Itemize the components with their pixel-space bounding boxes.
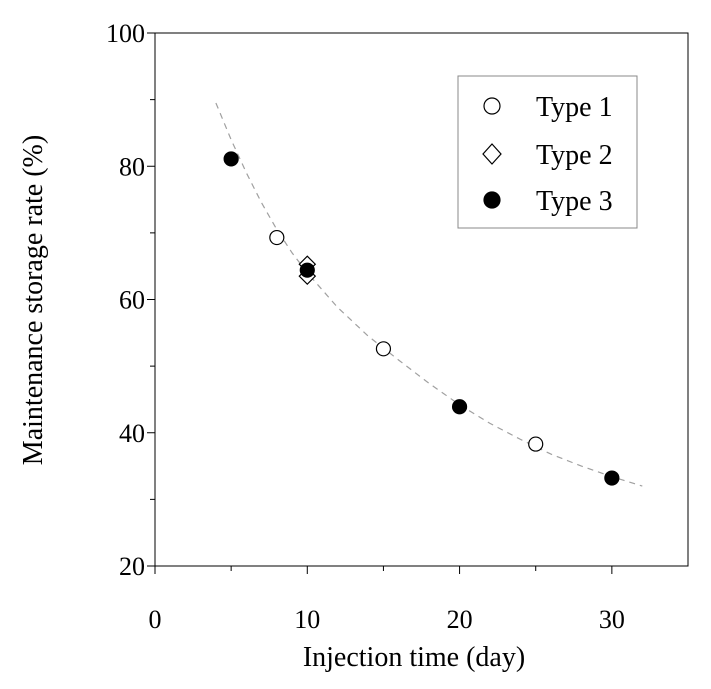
x-tick-label: 10 xyxy=(294,605,320,634)
data-markers xyxy=(223,151,620,486)
legend-label-type-1: Type 1 xyxy=(536,92,613,123)
point-type-1 xyxy=(375,341,392,357)
y-tick-label: 60 xyxy=(119,286,145,315)
point-type-3 xyxy=(604,470,620,486)
legend-label-type-3: Type 3 xyxy=(536,186,613,217)
legend: Type 1 Type 2 Type 3 xyxy=(457,75,638,229)
point-type-3 xyxy=(451,399,468,415)
y-tick-label: 40 xyxy=(119,419,145,448)
y-tick-label: 80 xyxy=(119,152,145,181)
x-axis-title: Injection time (day) xyxy=(303,642,525,673)
point-type-3 xyxy=(299,262,315,278)
x-tick-label: 30 xyxy=(599,605,625,634)
y-tick-label: 100 xyxy=(106,19,145,48)
x-tick-label: 20 xyxy=(447,605,473,634)
y-tick-label: 20 xyxy=(119,552,145,581)
legend-marker-type-2 xyxy=(482,143,502,165)
tick-labels: 0 10 20 30 20 40 60 80 100 xyxy=(106,19,625,634)
x-tick-label: 0 xyxy=(149,605,162,634)
legend-label-type-2: Type 2 xyxy=(536,140,613,171)
point-type-3 xyxy=(223,151,239,167)
axis-ticks xyxy=(147,32,613,574)
y-axis-title: Maintenance storage rate (%) xyxy=(18,135,49,465)
point-type-1 xyxy=(269,229,285,246)
legend-marker-type-1 xyxy=(483,97,501,115)
legend-marker-type-3 xyxy=(483,191,501,209)
point-type-1 xyxy=(528,436,544,452)
